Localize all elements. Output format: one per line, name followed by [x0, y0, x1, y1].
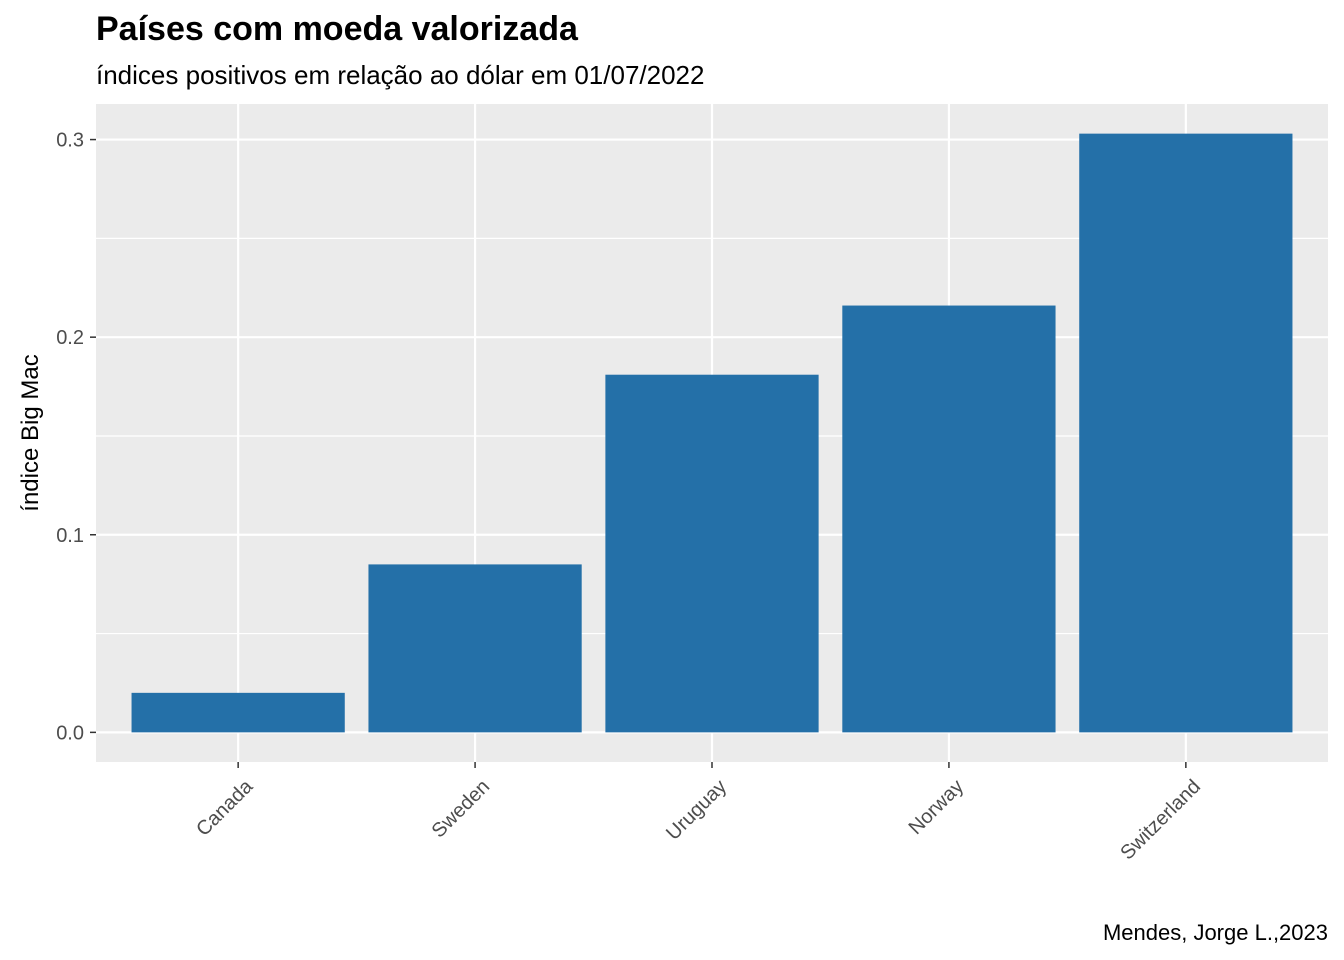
- y-tick-label: 0.1: [56, 525, 84, 547]
- chart-caption: Mendes, Jorge L.,2023: [1102, 920, 1328, 945]
- x-tick-label: Canada: [192, 775, 258, 841]
- x-axis: Canada Sweden Uruguay Norway Switzerland: [192, 762, 1205, 864]
- chart-subtitle: índices positivos em relação ao dólar em…: [96, 60, 705, 90]
- x-tick-label: Uruguay: [662, 776, 731, 845]
- bar-uruguay: [605, 374, 819, 733]
- y-axis: 0.0 0.1 0.2 0.3: [56, 130, 96, 744]
- y-tick-label: 0.2: [56, 327, 84, 349]
- bar-switzerland: [1079, 133, 1293, 733]
- x-tick-label: Sweden: [428, 776, 495, 843]
- bar-sweden: [368, 564, 582, 733]
- y-tick-label: 0.3: [56, 130, 84, 152]
- chart-title: Países com moeda valorizada: [96, 10, 578, 48]
- bars: [131, 133, 1293, 733]
- x-tick-label: Norway: [905, 776, 968, 839]
- bar-norway: [842, 305, 1056, 733]
- y-axis-title: índice Big Mac: [17, 354, 44, 511]
- bar-canada: [131, 692, 345, 733]
- y-tick-label: 0.0: [56, 722, 84, 744]
- x-tick-label: Switzerland: [1116, 776, 1205, 865]
